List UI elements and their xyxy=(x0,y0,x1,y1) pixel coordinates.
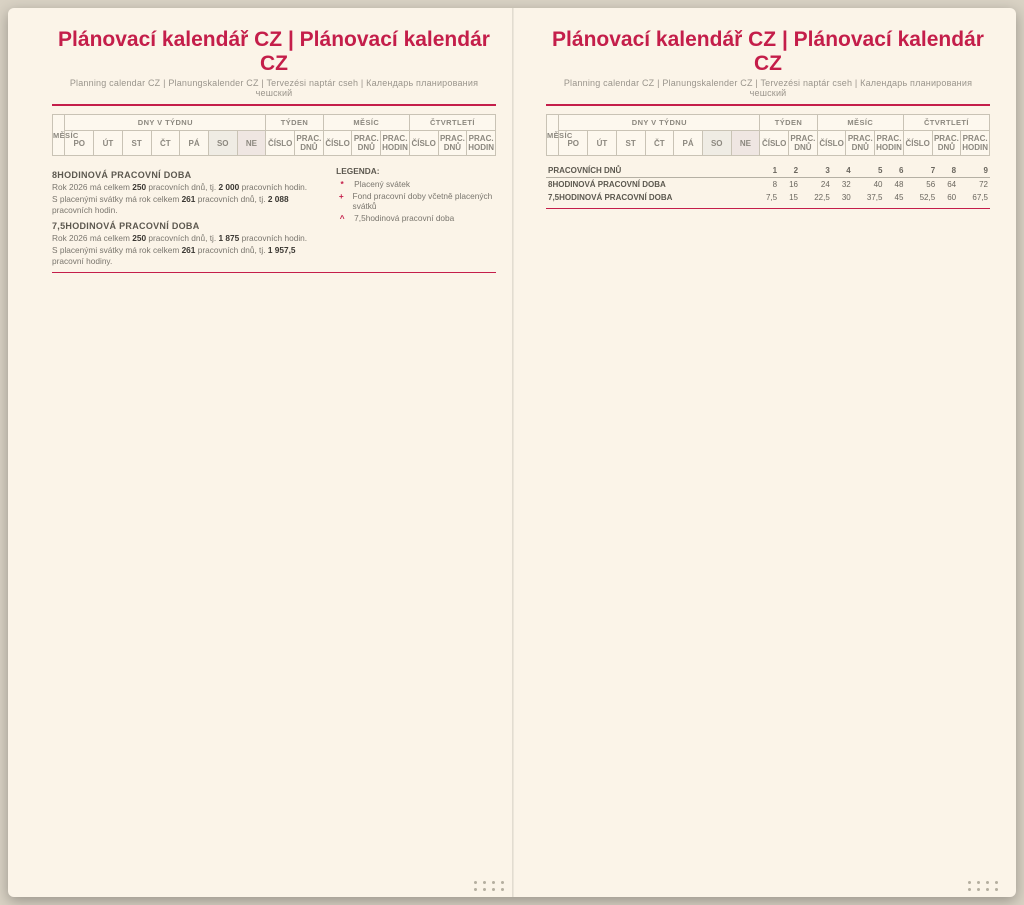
calendar-book: Plánovací kalendář CZ | Plánovací kalend… xyxy=(8,8,1016,897)
summary-row-label: PRACOVNÍCH DNŮ xyxy=(546,164,755,178)
day-header-ct-r: ČT xyxy=(645,131,674,156)
h75-line2: S placenými svátky má rok celkem 261 pra… xyxy=(52,245,327,267)
mesic-prachodin-header-r: PRAC. HODIN xyxy=(875,131,904,156)
day-header-ut-r: ÚT xyxy=(588,131,617,156)
col-header-mesic: MĚSÍC xyxy=(53,115,65,156)
right-page: Plánovací kalendář CZ | Plánovací kalend… xyxy=(528,8,1008,897)
right-divider xyxy=(546,208,990,209)
mesic-cislo-header-r: ČÍSLO xyxy=(817,131,846,156)
legend-item-1: + Fond pracovní doby včetně placených sv… xyxy=(336,191,496,211)
ctvrt-cislo-header: ČÍSLO xyxy=(409,131,438,156)
day-header-ut: ÚT xyxy=(94,131,123,156)
h8-title: 8HODINOVÁ PRACOVNÍ DOBA xyxy=(52,170,327,180)
day-header-ne-r: NE xyxy=(731,131,760,156)
day-header-so: SO xyxy=(208,131,237,156)
legend-symbol-1: + xyxy=(336,191,346,211)
left-dots-decoration xyxy=(474,881,506,891)
day-header-so-r: SO xyxy=(702,131,731,156)
ctvrt-cislo-header-r: ČÍSLO xyxy=(903,131,932,156)
right-header-title: Plánovací kalendář CZ | Plánovací kalend… xyxy=(546,28,990,76)
summary-col-5: 6 xyxy=(884,164,905,178)
summary-8h-label: 8HODINOVÁ PRACOVNÍ DOBA xyxy=(546,178,755,192)
legend-box: LEGENDA: * Placený svátek + Fond pracovn… xyxy=(336,166,496,268)
mesic-prachodin-header: PRAC. HODIN xyxy=(381,131,410,156)
right-header-subtitle: Planning calendar CZ | Planungskalender … xyxy=(546,78,990,106)
h8-line2: S placenými svátky má rok celkem 261 pra… xyxy=(52,194,327,216)
ctvrt-pracdnu-header-r: PRAC. DNŮ xyxy=(932,131,961,156)
tyden-cislo-header-r: ČÍSLO xyxy=(760,131,789,156)
left-divider xyxy=(52,272,496,273)
col-header-mesic-r: MĚSÍC xyxy=(547,115,559,156)
col-header-dny-r: DNY V TÝDNU xyxy=(559,115,760,131)
legend-item-0: * Placený svátek xyxy=(336,179,496,189)
col-header-tyden-r: TÝDEN xyxy=(760,115,817,131)
summary-col-3: 4 xyxy=(832,164,853,178)
right-dots-decoration xyxy=(968,881,1000,891)
summary-header-row: PRACOVNÍCH DNŮ 1 2 3 4 5 6 7 8 9 xyxy=(546,164,990,178)
summary-col-2: 3 xyxy=(800,164,832,178)
left-header-subtitle: Planning calendar CZ | Planungskalender … xyxy=(52,78,496,106)
day-header-pa: PÁ xyxy=(180,131,209,156)
summary-col-1: 2 xyxy=(779,164,800,178)
ctvrt-pracdnu-header: PRAC. DNŮ xyxy=(438,131,467,156)
mesic-cislo-header: ČÍSLO xyxy=(323,131,352,156)
left-bottom-section: 8HODINOVÁ PRACOVNÍ DOBA Rok 2026 má celk… xyxy=(52,166,496,268)
col-header-tyden: TÝDEN xyxy=(266,115,323,131)
summary-8h-row: 8HODINOVÁ PRACOVNÍ DOBA 8 16 24 32 40 48… xyxy=(546,178,990,192)
legend-text-1: Fond pracovní doby včetně placených svát… xyxy=(353,191,496,211)
day-header-ne: NE xyxy=(237,131,266,156)
tyden-pracdnu-header-r: PRAC. DNŮ xyxy=(789,131,818,156)
legend-symbol-2: ^ xyxy=(336,213,348,223)
left-header-title: Plánovací kalendář CZ | Plánovací kalend… xyxy=(52,28,496,76)
work-hours-summary: 8HODINOVÁ PRACOVNÍ DOBA Rok 2026 má celk… xyxy=(52,166,327,268)
ctvrt-prachodin-header: PRAC. HODIN xyxy=(467,131,496,156)
mesic-pracdnu-header: PRAC. DNŮ xyxy=(352,131,381,156)
day-header-st: ST xyxy=(122,131,151,156)
h75-title: 7,5HODINOVÁ PRACOVNÍ DOBA xyxy=(52,221,327,231)
legend-symbol-0: * xyxy=(336,179,348,189)
col-header-ctvrtleti-r: ČTVRTLETÍ xyxy=(903,115,989,131)
day-header-ct: ČT xyxy=(151,131,180,156)
legend-text-2: 7,5hodinová pracovní doba xyxy=(354,213,454,223)
summary-col-0: 1 xyxy=(755,164,780,178)
legend-item-2: ^ 7,5hodinová pracovní doba xyxy=(336,213,496,223)
left-page: Plánovací kalendář CZ | Plánovací kalend… xyxy=(34,8,514,897)
legend-title: LEGENDA: xyxy=(336,166,496,176)
annual-summary-table[interactable]: PRACOVNÍCH DNŮ 1 2 3 4 5 6 7 8 9 8HODINO… xyxy=(546,164,990,204)
tyden-cislo-header: ČÍSLO xyxy=(266,131,295,156)
ctvrt-prachodin-header-r: PRAC. HODIN xyxy=(961,131,990,156)
legend-text-0: Placený svátek xyxy=(354,179,410,189)
summary-col-6: 7 xyxy=(905,164,937,178)
h75-line1: Rok 2026 má celkem 250 pracovních dnů, t… xyxy=(52,233,327,244)
day-header-st-r: ST xyxy=(616,131,645,156)
h8-line1: Rok 2026 má celkem 250 pracovních dnů, t… xyxy=(52,182,327,193)
summary-75h-label: 7,5HODINOVÁ PRACOVNÍ DOBA xyxy=(546,191,755,204)
col-header-mesic2-r: MĚSÍC xyxy=(817,115,903,131)
summary-75h-row: 7,5HODINOVÁ PRACOVNÍ DOBA 7,5 15 22,5 30… xyxy=(546,191,990,204)
day-header-pa-r: PÁ xyxy=(674,131,703,156)
summary-col-8: 9 xyxy=(958,164,990,178)
col-header-mesic2: MĚSÍC xyxy=(323,115,409,131)
summary-col-7: 8 xyxy=(937,164,958,178)
left-calendar-table[interactable]: MĚSÍC DNY V TÝDNU TÝDEN MĚSÍC ČTVRTLETÍ … xyxy=(52,114,496,156)
right-calendar-table[interactable]: MĚSÍC DNY V TÝDNU TÝDEN MĚSÍC ČTVRTLETÍ … xyxy=(546,114,990,156)
col-header-dny: DNY V TÝDNU xyxy=(65,115,266,131)
col-header-ctvrtleti: ČTVRTLETÍ xyxy=(409,115,495,131)
tyden-pracdnu-header: PRAC. DNŮ xyxy=(295,131,324,156)
mesic-pracdnu-header-r: PRAC. DNŮ xyxy=(846,131,875,156)
summary-col-4: 5 xyxy=(853,164,885,178)
